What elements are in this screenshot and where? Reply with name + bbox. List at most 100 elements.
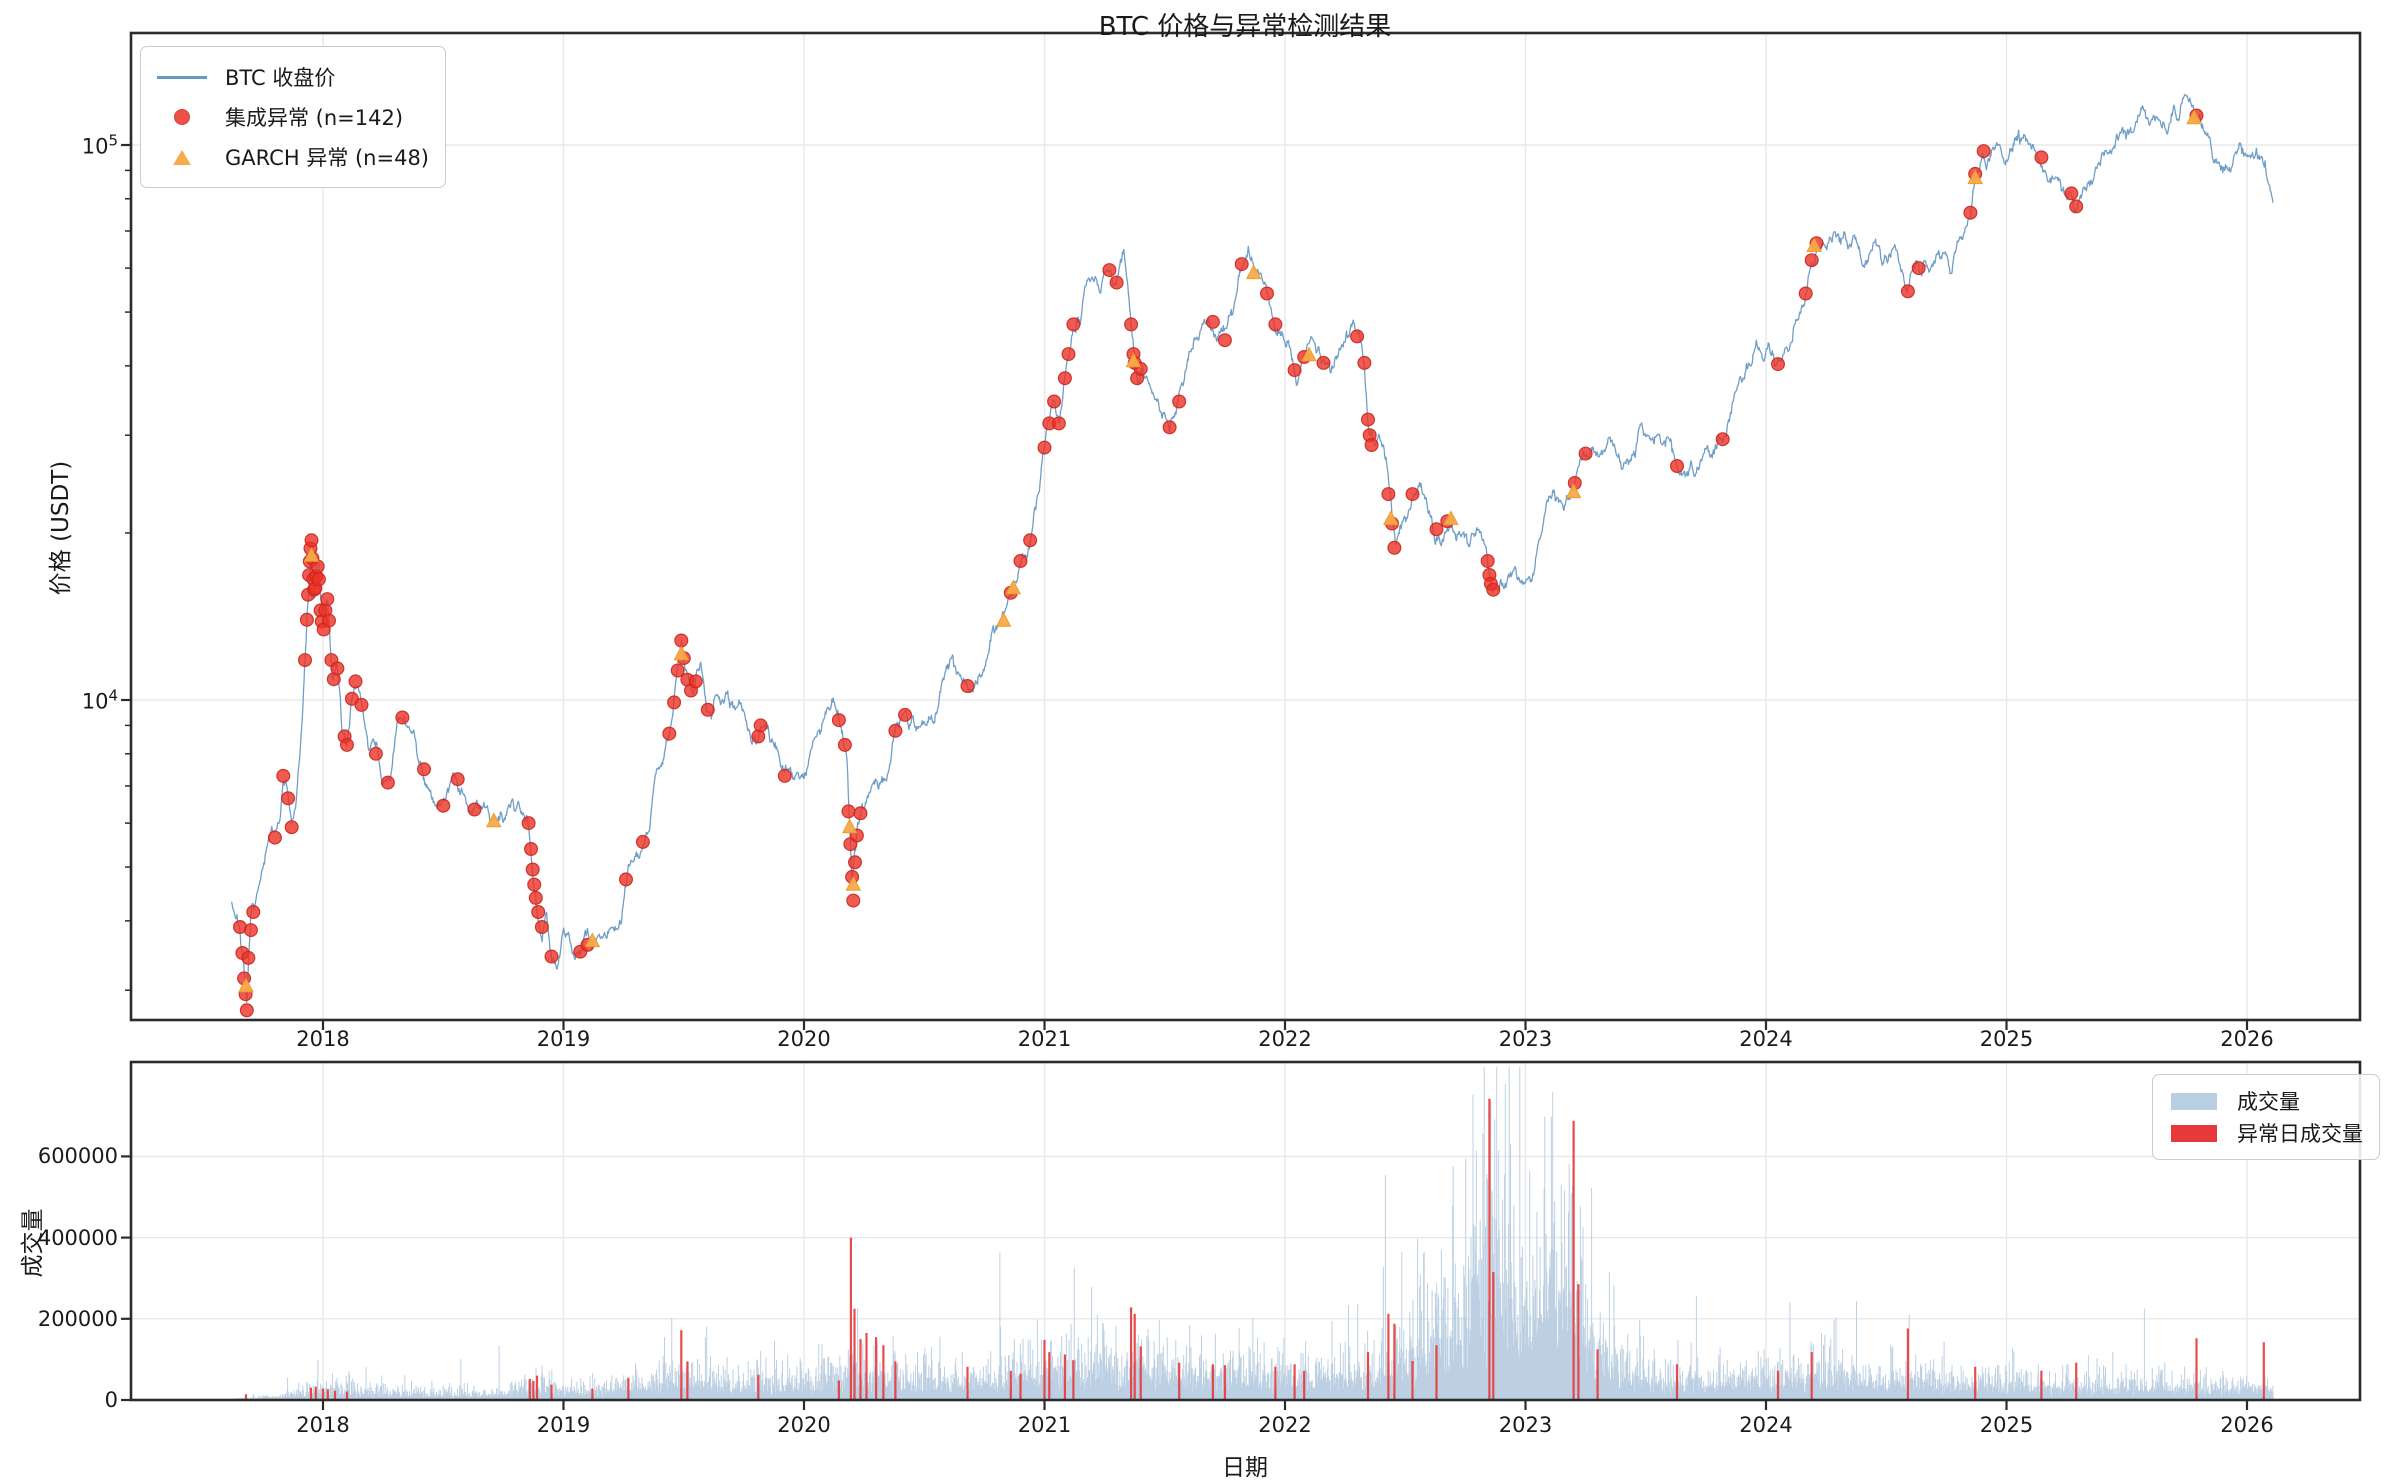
ensemble-anomaly-point: [1057, 371, 1072, 386]
price-y-tick-label: 105: [81, 131, 118, 159]
ensemble-anomaly-point: [525, 862, 540, 877]
ensemble-anomaly-point: [299, 612, 314, 627]
chart-title: BTC 价格与异常检测结果: [1098, 12, 1392, 42]
ensemble-anomaly-point: [276, 768, 291, 783]
ensemble-anomaly-point: [528, 890, 543, 905]
ensemble-anomaly-point: [531, 904, 546, 919]
volume-y-tick-label: 400000: [37, 1225, 118, 1250]
legend-label: 异常日成交量: [2237, 1122, 2363, 1146]
price-x-tick-label: 2019: [536, 1027, 591, 1051]
ensemble-anomaly-point: [395, 710, 410, 725]
ensemble-anomaly-point: [243, 923, 258, 938]
volume-y-tick-label: 600000: [37, 1144, 118, 1169]
ensemble-anomaly-point: [618, 872, 633, 887]
ensemble-anomaly-point: [450, 772, 465, 787]
garch-anomaly-point: [1245, 264, 1262, 280]
axis-ticks: [121, 143, 2249, 1410]
garch-anomaly-point: [2186, 109, 2202, 125]
garch-anomaly-point: [1382, 510, 1399, 525]
ensemble-anomaly-point: [1357, 355, 1372, 370]
ensemble-anomaly-point: [544, 949, 559, 964]
garch-anomaly-point: [1005, 579, 1022, 595]
ensemble-anomaly-point: [1259, 286, 1274, 301]
garch-anomaly-point: [1565, 483, 1582, 499]
ensemble-anomaly-point: [1804, 253, 1819, 268]
volume-x-tick-label: 2018: [296, 1413, 350, 1437]
ensemble-anomaly-point: [1364, 438, 1379, 453]
ensemble-anomaly-point: [521, 816, 536, 831]
garch-anomaly-points: [238, 109, 2202, 993]
price-x-tick-label: 2022: [1258, 1027, 1312, 1051]
ensemble-anomaly-point: [1429, 522, 1444, 537]
ensemble-anomaly-point: [534, 919, 549, 934]
ensemble-anomaly-point: [1387, 540, 1402, 555]
volume-y-tick-label: 0: [104, 1388, 118, 1412]
ensemble-anomaly-point: [1162, 420, 1177, 435]
legend-item-ensemble-anomaly: 集成异常 (n=142): [153, 97, 429, 137]
ensemble-anomaly-point: [846, 893, 861, 908]
ensemble-anomaly-point: [700, 702, 715, 717]
ensemble-anomaly-point: [2069, 199, 2084, 214]
garch-anomaly-point: [845, 875, 862, 891]
price-x-tick-label: 2026: [2220, 1027, 2274, 1051]
ensemble-anomaly-point: [777, 768, 792, 783]
ensemble-anomaly-point: [667, 695, 682, 710]
ensemble-anomaly-point: [267, 830, 282, 845]
garch-anomaly-point: [1301, 346, 1317, 362]
ensemble-anomaly-point: [1047, 394, 1062, 409]
ensemble-anomaly-point: [1109, 275, 1124, 290]
ensemble-anomaly-point: [1268, 317, 1283, 332]
ensemble-anomaly-point: [1023, 533, 1038, 548]
garch-anomaly-point: [673, 645, 690, 661]
ensemble-anomaly-point: [1172, 394, 1187, 409]
ensemble-anomaly-point: [380, 775, 395, 790]
ensemble-anomaly-point: [1381, 487, 1396, 502]
ensemble-anomaly-point: [527, 877, 542, 892]
legend-label: BTC 收盘价: [225, 66, 336, 90]
legend-label: GARCH 异常 (n=48): [225, 146, 430, 170]
ensemble-anomaly-point: [1013, 553, 1028, 568]
ensemble-anomaly-point: [753, 718, 768, 733]
ensemble-anomaly-point: [662, 726, 677, 741]
legend-label: 集成异常 (n=142): [225, 106, 404, 130]
volume-x-tick-label: 2022: [1258, 1413, 1312, 1437]
ensemble-anomaly-point: [348, 674, 363, 689]
volume-legend: 成交量 异常日成交量: [2152, 1074, 2380, 1160]
ensemble-anomaly-point: [1578, 446, 1593, 461]
volume-y-tick-label: 200000: [37, 1306, 118, 1331]
ensemble-anomaly-point: [1976, 144, 1991, 159]
ensemble-anomaly-point: [304, 533, 319, 548]
ensemble-anomaly-point: [1102, 263, 1117, 278]
ensemble-anomaly-point: [1900, 284, 1915, 299]
volume-x-axis-label: 日期: [1222, 1455, 1268, 1481]
ensemble-anomaly-point: [1715, 432, 1730, 447]
ensemble-anomaly-point: [1770, 357, 1785, 372]
ensemble-anomaly-point: [897, 707, 912, 722]
legend-label: 成交量: [2237, 1090, 2300, 1114]
ensemble-anomaly-point: [436, 798, 451, 813]
price-y-tick-label: 104: [81, 686, 118, 714]
ensemble-anomaly-point: [1480, 553, 1495, 568]
gridlines: [131, 33, 2360, 1400]
legend-item-garch-anomaly: GARCH 异常 (n=48): [153, 137, 429, 177]
price-line-swatch: [157, 75, 207, 79]
ensemble-anomaly-point: [1051, 416, 1066, 431]
ensemble-anomaly-point: [310, 559, 325, 574]
ensemble-anomaly-point: [320, 592, 335, 607]
volume-x-tick-label: 2020: [777, 1413, 831, 1437]
ensemble-anomaly-point: [467, 802, 482, 817]
ensemble-anomaly-point: [1911, 261, 1926, 276]
price-x-tick-label: 2025: [1979, 1027, 2034, 1051]
garch-anomaly-point: [1806, 237, 1822, 252]
ensemble-anomaly-point: [354, 697, 369, 712]
ensemble-anomaly-point: [322, 613, 337, 628]
ensemble-anomaly-point: [1963, 205, 1978, 220]
ensemble-anomaly-point: [674, 633, 689, 648]
ensemble-anomaly-point: [330, 661, 345, 676]
ensemble-anomaly-point: [1669, 459, 1684, 474]
garch-anomaly-point: [485, 812, 502, 828]
price-x-tick-label: 2023: [1498, 1027, 1553, 1051]
ensemble-anomaly-point: [888, 723, 903, 738]
ensemble-anomaly-point: [1234, 257, 1249, 272]
price-x-tick-label: 2020: [777, 1027, 831, 1051]
